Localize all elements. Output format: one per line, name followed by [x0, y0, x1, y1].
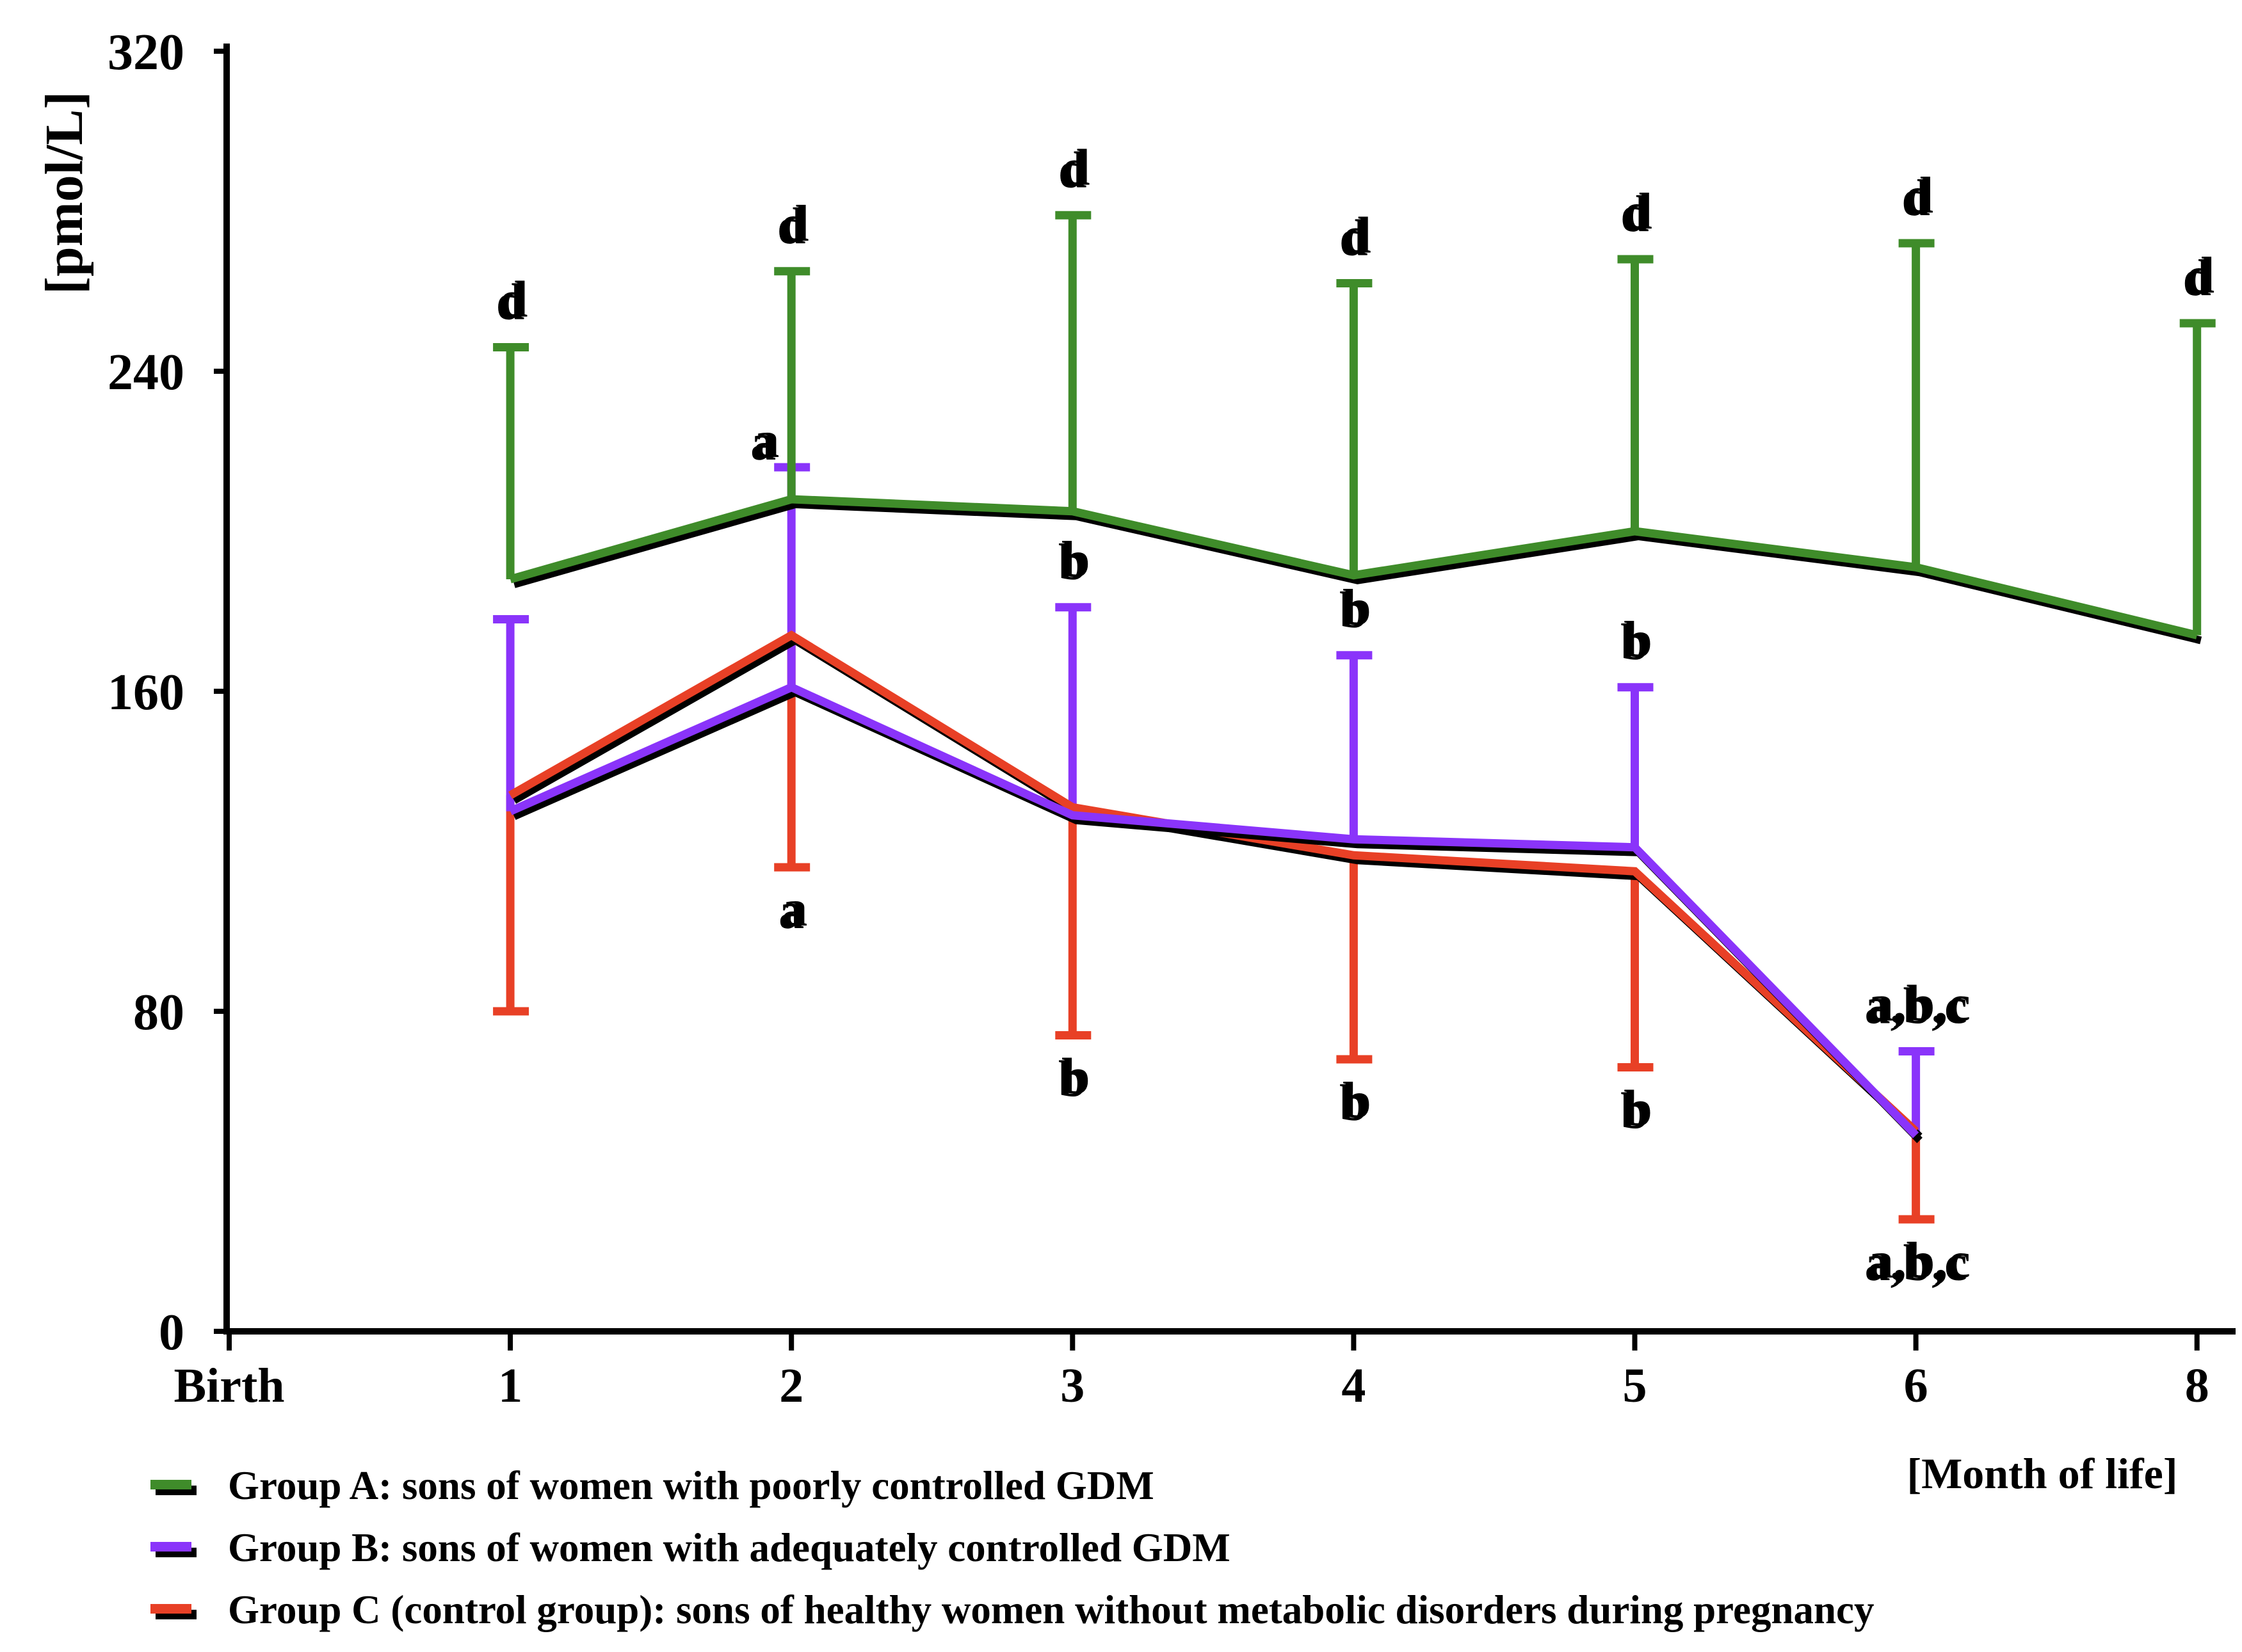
significance-label-shadow: d: [1624, 184, 1652, 240]
significance-label-shadow: d: [499, 272, 528, 328]
significance-label-shadow: b: [1061, 1049, 1090, 1105]
significance-label: d: [496, 275, 525, 331]
x-axis-title: [Month of life]: [1907, 1449, 2177, 1498]
legend-swatch-group-b-color: [150, 1542, 191, 1552]
significance-label-shadow: d: [1905, 168, 1933, 224]
legend: Group A: sons of women with poorly contr…: [150, 1463, 1875, 1632]
y-tick-label: 160: [108, 664, 184, 721]
significance-label: a: [778, 883, 804, 940]
significance-label: a,b,c: [1865, 979, 1967, 1035]
significance-label-shadow: a,b,c: [1868, 1233, 1971, 1289]
significance-label-shadow: d: [2186, 248, 2214, 304]
significance-label: d: [2182, 250, 2211, 307]
significance-label-shadow: b: [1624, 612, 1652, 668]
legend-item-group-a: Group A: sons of women with poorly contr…: [150, 1463, 1154, 1508]
series-line: [509, 495, 2198, 639]
legend-swatch-group-c-color: [150, 1604, 191, 1614]
series-line: [508, 682, 1919, 1139]
significance-label-shadow: a,b,c: [1868, 976, 1971, 1032]
significance-label: b: [1620, 1084, 1649, 1140]
y-tick-label: 0: [159, 1304, 184, 1361]
y-tick-label: 80: [133, 984, 184, 1041]
x-tick-label: 3: [1060, 1359, 1085, 1413]
significance-label-shadow: b: [1343, 1073, 1371, 1129]
x-tick-label: 1: [498, 1359, 522, 1413]
legend-swatch-group-a-color: [150, 1480, 191, 1489]
legend-label-group-b: Group B: sons of women with adequately c…: [228, 1525, 1230, 1570]
x-tick-label: 6: [1904, 1359, 1928, 1413]
legend-label-group-c: Group C (control group): sons of healthy…: [228, 1587, 1875, 1632]
significance-label: d: [1901, 170, 1930, 227]
legend-item-group-c: Group C (control group): sons of healthy…: [150, 1587, 1875, 1632]
significance-label: a,b,c: [1865, 1235, 1967, 1292]
significance-label: d: [1058, 142, 1087, 198]
significance-label-shadow: a: [754, 412, 779, 469]
significance-label: b: [1058, 534, 1087, 591]
significance-label: a: [750, 415, 776, 471]
legend-item-group-b: Group B: sons of women with adequately c…: [150, 1525, 1230, 1570]
significance-label-shadow: d: [780, 196, 809, 252]
x-tick-label: Birth: [173, 1359, 284, 1413]
significance-label-shadow: b: [1061, 532, 1090, 588]
significance-label-shadow: a: [782, 881, 807, 937]
significance-label: d: [1620, 186, 1649, 243]
legend-label-group-a: Group A: sons of women with poorly contr…: [228, 1463, 1154, 1508]
significance-label: d: [1339, 211, 1368, 267]
x-tick-label: 4: [1341, 1359, 1366, 1413]
significance-label: b: [1058, 1052, 1087, 1108]
significance-label: b: [1339, 582, 1368, 639]
x-tick-label: 2: [779, 1359, 803, 1413]
significance-label: d: [777, 198, 806, 255]
series-line-shadow: [512, 688, 1923, 1143]
y-tick-label: 240: [108, 344, 184, 401]
y-tick-label: 320: [108, 24, 184, 81]
significance-label-shadow: d: [1061, 140, 1090, 196]
significance-label-shadow: d: [1343, 208, 1371, 264]
significance-label-shadow: b: [1343, 580, 1371, 636]
significance-label: b: [1339, 1075, 1368, 1132]
series-line: [508, 630, 1919, 1135]
significance-label-shadow: b: [1624, 1081, 1652, 1137]
significance-label: b: [1620, 614, 1649, 671]
x-tick-label: 8: [2185, 1359, 2209, 1413]
y-axis-title: [pmol/L]: [35, 92, 94, 294]
x-tick-label: 5: [1623, 1359, 1647, 1413]
